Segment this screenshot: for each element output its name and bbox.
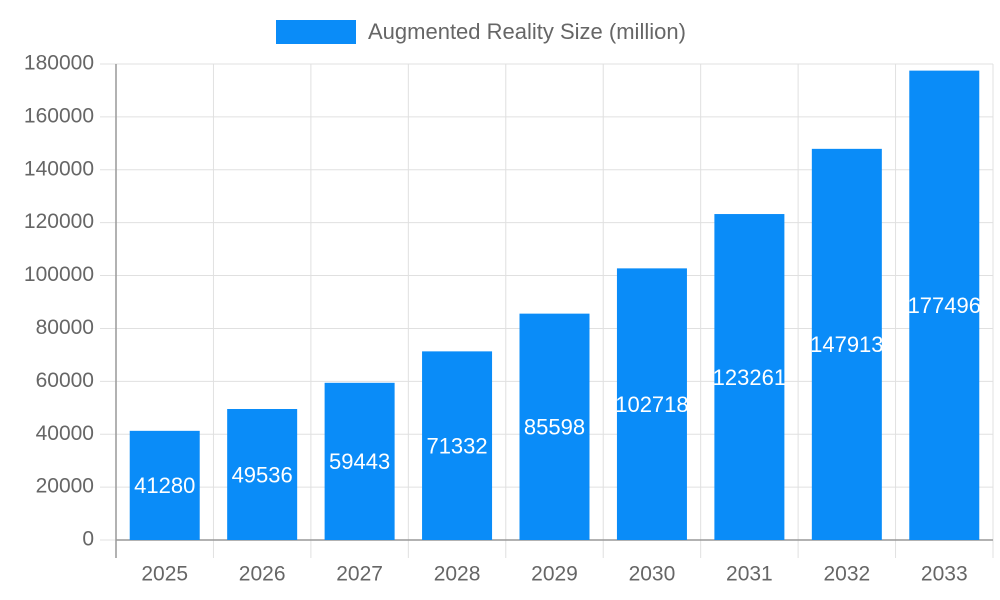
bar: [616, 268, 687, 540]
x-tick-label: 2027: [336, 563, 383, 586]
x-tick-label: 2026: [239, 563, 286, 586]
x-tick-label: 2025: [141, 563, 188, 586]
legend-label: Augmented Reality Size (million): [368, 19, 686, 44]
data-label: 41280: [134, 473, 195, 498]
data-label: 102718: [615, 392, 688, 417]
y-tick-label: 40000: [36, 422, 94, 445]
bar: [422, 351, 493, 540]
x-tick-label: 2032: [823, 563, 870, 586]
data-label: 85598: [524, 415, 585, 440]
x-tick-label: 2028: [434, 563, 481, 586]
data-label: 71332: [426, 433, 487, 458]
bar: [811, 148, 882, 540]
data-label: 177496: [908, 293, 981, 318]
data-label: 123261: [713, 365, 786, 390]
bar: [519, 313, 590, 540]
y-tick-label: 180000: [24, 52, 94, 75]
bar: [909, 70, 980, 540]
x-tick-label: 2031: [726, 563, 773, 586]
y-tick-label: 160000: [24, 104, 94, 127]
y-tick-label: 120000: [24, 210, 94, 233]
legend-swatch: [276, 20, 356, 44]
bar: [324, 382, 395, 540]
x-tick-label: 2033: [921, 563, 968, 586]
y-tick-label: 80000: [36, 316, 94, 339]
data-label: 49536: [232, 462, 293, 487]
bar: [129, 430, 200, 540]
y-tick-label: 60000: [36, 369, 94, 392]
bar: [714, 214, 785, 540]
data-label: 147913: [810, 332, 883, 357]
y-tick-label: 140000: [24, 157, 94, 180]
data-label: 59443: [329, 449, 390, 474]
y-tick-label: 0: [82, 528, 94, 551]
y-tick-label: 100000: [24, 263, 94, 286]
x-tick-label: 2029: [531, 563, 578, 586]
y-tick-label: 20000: [36, 475, 94, 498]
x-tick-label: 2030: [629, 563, 676, 586]
bar: [227, 409, 298, 540]
